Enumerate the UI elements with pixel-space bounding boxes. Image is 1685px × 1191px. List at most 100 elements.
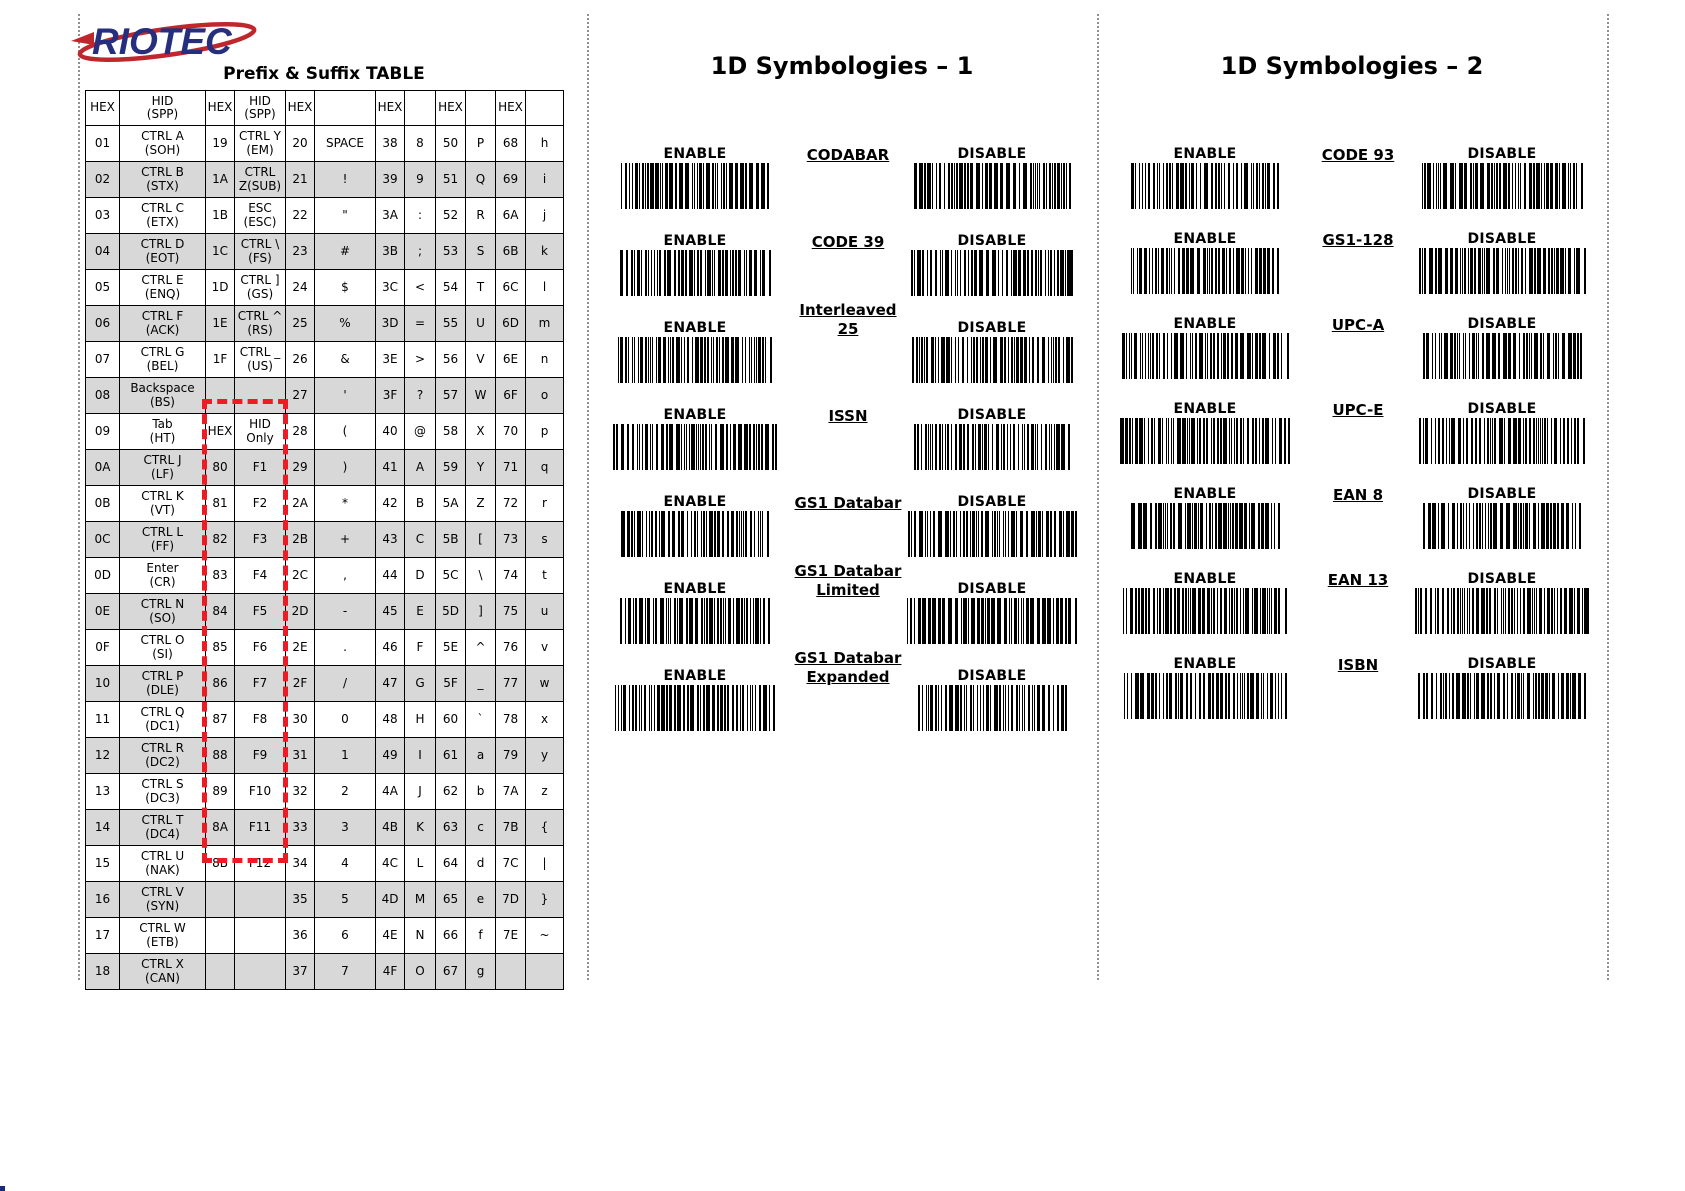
table-cell: CTRL T (DC4)	[119, 809, 206, 846]
table-cell	[234, 953, 286, 990]
table-cell: |	[525, 845, 564, 882]
enable-block: ENABLE	[1118, 231, 1292, 294]
table-cell: 2B	[285, 521, 315, 558]
table-cell: &	[314, 341, 376, 378]
table-cell: F10	[234, 773, 286, 810]
symbology-row-isbn: ENABLE ISBN DISABLE	[1097, 656, 1607, 719]
table-cell: 3E	[375, 341, 405, 378]
disable-barcode	[911, 250, 1073, 296]
symbology-row-code-93: ENABLE CODE 93 DISABLE	[1097, 146, 1607, 209]
table-cell: V	[465, 341, 496, 378]
disable-block: DISABLE	[905, 320, 1079, 383]
name-block: EAN 13	[1288, 571, 1428, 590]
table-row: 18 CTRL X (CAN) 37 7 4F O 67 g	[85, 953, 564, 990]
table-cell: CTRL Z(SUB)	[234, 161, 286, 198]
table-cell: ,	[314, 557, 376, 594]
table-cell: 81	[205, 485, 235, 522]
disable-block: DISABLE	[905, 407, 1079, 470]
table-cell: 27	[285, 377, 315, 414]
symbology-row-gs1-databar-expanded: ENABLE GS1 Databar Expanded DISABLE	[587, 649, 1097, 731]
table-cell: CTRL J (LF)	[119, 449, 206, 486]
table-cell: 15	[85, 845, 120, 882]
table-cell	[205, 377, 235, 414]
table-cell: F7	[234, 665, 286, 702]
table-row: 10 CTRL P (DLE) 86 F7 2F/47 G 5F _ 77 w	[85, 665, 564, 702]
table-cell: S	[465, 233, 496, 270]
table-cell: q	[525, 449, 564, 486]
table-cell: 16	[85, 881, 120, 918]
name-block: GS1 Databar Expanded	[778, 649, 918, 706]
disable-barcode	[1423, 503, 1581, 549]
enable-label: ENABLE	[663, 407, 727, 423]
name-block: UPC-A	[1288, 316, 1428, 335]
symbology-section-2: 1D Symbologies – 2 ENABLE CODE 93 DISABLE E…	[1097, 0, 1607, 741]
table-cell: 02	[85, 161, 120, 198]
enable-block: ENABLE	[608, 146, 782, 209]
table-header-cell	[404, 90, 436, 126]
enable-barcode	[613, 424, 777, 470]
table-cell: s	[525, 521, 564, 558]
name-block: CODE 93	[1288, 146, 1428, 165]
table-cell: 3C	[375, 269, 405, 306]
table-cell: {	[525, 809, 564, 846]
disable-label: DISABLE	[957, 320, 1027, 336]
table-cell: W	[465, 377, 496, 414]
table-cell: Z	[465, 485, 496, 522]
symbology-section-1: 1D Symbologies – 1 ENABLE CODABAR DISABLE E…	[587, 0, 1097, 755]
symbology-row-gs1-databar: ENABLE GS1 Databar DISABLE	[587, 494, 1097, 557]
table-cell: 3F	[375, 377, 405, 414]
table-cell: 7A	[495, 773, 526, 810]
table-header-cell: HID (SPP)	[234, 90, 286, 126]
table-cell: CTRL F (ACK)	[119, 305, 206, 342]
table-cell: 25	[285, 305, 315, 342]
table-cell: 2D	[285, 593, 315, 630]
enable-barcode	[615, 685, 775, 731]
table-cell: z	[525, 773, 564, 810]
disable-block: DISABLE	[1415, 656, 1589, 719]
table-cell: 4F	[375, 953, 405, 990]
table-cell: ]	[465, 593, 496, 630]
table-cell: HID Only	[234, 413, 286, 450]
table-cell: 0A	[85, 449, 120, 486]
table-cell: 55	[435, 305, 466, 342]
table-cell: F6	[234, 629, 286, 666]
table-cell: R	[465, 197, 496, 234]
table-cell: 5B	[435, 521, 466, 558]
name-block: Interleaved 25	[778, 301, 918, 358]
corner-mark	[0, 1186, 5, 1191]
table-cell: CTRL G (BEL)	[119, 341, 206, 378]
table-cell: "	[314, 197, 376, 234]
table-cell: <	[404, 269, 436, 306]
table-cell: 0	[314, 701, 376, 738]
table-cell: 17	[85, 917, 120, 954]
table-cell: 5	[314, 881, 376, 918]
disable-barcode	[1418, 248, 1586, 294]
enable-barcode	[620, 598, 770, 644]
table-cell: 3	[314, 809, 376, 846]
disable-block: DISABLE	[1415, 231, 1589, 294]
table-cell: 83	[205, 557, 235, 594]
table-cell: 61	[435, 737, 466, 774]
enable-block: ENABLE	[608, 407, 782, 470]
table-row: 04 CTRL D (EOT) 1C CTRL \ (FS) 23 #3B; 53 S 6B k	[85, 233, 564, 270]
table-cell: r	[525, 485, 564, 522]
symbology-name: GS1 Databar Expanded	[794, 649, 902, 686]
table-cell: C	[404, 521, 436, 558]
symbology-name: Interleaved 25	[799, 301, 897, 338]
table-cell: CTRL _ (US)	[234, 341, 286, 378]
table-row: 0B CTRL K (VT) 81 F2 2A * 42 B 5A Z 72 r	[85, 485, 564, 522]
disable-block: DISABLE	[1415, 486, 1589, 549]
table-cell: F3	[234, 521, 286, 558]
table-cell: a	[465, 737, 496, 774]
table-cell: 5A	[435, 485, 466, 522]
table-cell: 52	[435, 197, 466, 234]
table-cell: 05	[85, 269, 120, 306]
table-cell: 87	[205, 701, 235, 738]
name-block: ISBN	[1288, 656, 1428, 675]
table-cell: 59	[435, 449, 466, 486]
table-cell: \	[465, 557, 496, 594]
table-cell: !	[314, 161, 376, 198]
table-cell: CTRL N (SO)	[119, 593, 206, 630]
table-cell: ~	[525, 917, 564, 954]
table-cell: 09	[85, 413, 120, 450]
